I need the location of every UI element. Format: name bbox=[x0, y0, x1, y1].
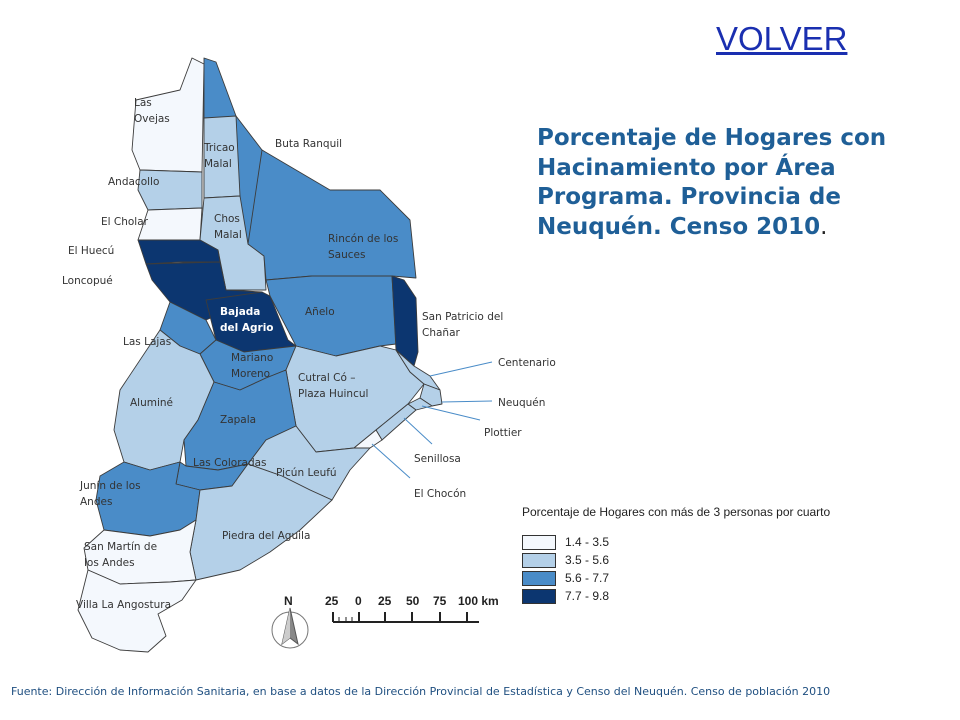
area-label: El Chocón bbox=[414, 488, 467, 500]
legend-label: 3.5 - 5.6 bbox=[565, 553, 610, 567]
area-label: Centenario bbox=[498, 357, 556, 369]
area-label: Las Lajas bbox=[123, 336, 172, 348]
area-label: Piedra del Aguila bbox=[222, 530, 311, 542]
scale-label-25: 25 bbox=[378, 594, 392, 608]
area-label: Cutral Có – Plaza Huincul bbox=[298, 372, 369, 400]
area-label: Tricao Malal bbox=[204, 142, 235, 170]
map-title-trailing: . bbox=[820, 213, 828, 240]
leader-plottier bbox=[421, 405, 481, 421]
scale-label-50: 50 bbox=[406, 594, 420, 608]
legend-label: 1.4 - 3.5 bbox=[565, 535, 610, 549]
area-label: Neuquén bbox=[498, 397, 546, 409]
north-arrow-icon bbox=[271, 607, 309, 649]
legend-swatch bbox=[522, 535, 556, 550]
area-label: Andacollo bbox=[108, 176, 160, 188]
legend-swatch bbox=[522, 589, 556, 604]
area-label: El Cholar bbox=[101, 216, 148, 228]
area-label: El Huecú bbox=[68, 245, 115, 257]
volver-link[interactable]: VOLVER bbox=[716, 20, 848, 57]
map-title-text: Porcentaje de Hogares con Hacinamiento p… bbox=[537, 125, 887, 240]
area-label: Bajada del Agrio bbox=[220, 306, 274, 334]
scale-label-100km: 100 km bbox=[458, 594, 499, 608]
region-neuquen bbox=[419, 383, 443, 407]
legend-swatch bbox=[522, 553, 556, 568]
area-label: Zapala bbox=[220, 414, 257, 426]
leader-senillosa bbox=[403, 417, 433, 445]
area-label: Loncopué bbox=[62, 275, 113, 287]
scale-label-0: 0 bbox=[355, 594, 362, 608]
leader-neuquen bbox=[441, 400, 493, 403]
area-label: Mariano Moreno bbox=[231, 352, 274, 380]
area-label: Aluminé bbox=[130, 397, 174, 409]
legend-label: 5.6 - 7.7 bbox=[565, 571, 610, 585]
area-label: Junín de los Andes bbox=[80, 480, 141, 508]
region-villa-la-angostura bbox=[77, 569, 197, 653]
area-label: Chos Malal bbox=[214, 213, 242, 241]
area-label: Añelo bbox=[305, 306, 335, 318]
area-label: Senillosa bbox=[414, 453, 461, 465]
area-label: San Patricio del Chañar bbox=[422, 311, 504, 339]
area-label: Picún Leufú bbox=[276, 467, 337, 479]
leader-centenario bbox=[429, 361, 493, 377]
area-label: Las Coloradas bbox=[193, 457, 267, 469]
north-label: N bbox=[284, 594, 293, 608]
leader-el-chocon bbox=[371, 443, 411, 479]
legend-title: Porcentaje de Hogares con más de 3 perso… bbox=[522, 505, 831, 519]
scale-label-75: 75 bbox=[433, 594, 447, 608]
area-label: Villa La Angostura bbox=[76, 599, 172, 611]
source-note: Fuente: Dirección de Información Sanitar… bbox=[11, 685, 831, 698]
area-label: Las Ovejas bbox=[134, 97, 170, 125]
map-title: Porcentaje de Hogares con Hacinamiento p… bbox=[537, 124, 897, 242]
area-label: Buta Ranquil bbox=[275, 138, 343, 150]
scale-label-25w: 25 bbox=[325, 594, 339, 608]
legend-swatch bbox=[522, 571, 556, 586]
area-label: San Martín de los Andes bbox=[84, 541, 158, 569]
area-label: Plottier bbox=[484, 427, 522, 439]
area-label: Rincón de los Sauces bbox=[328, 233, 399, 261]
scale-bar bbox=[332, 612, 479, 623]
region-alumine bbox=[113, 329, 215, 471]
legend-label: 7.7 - 9.8 bbox=[565, 589, 610, 603]
